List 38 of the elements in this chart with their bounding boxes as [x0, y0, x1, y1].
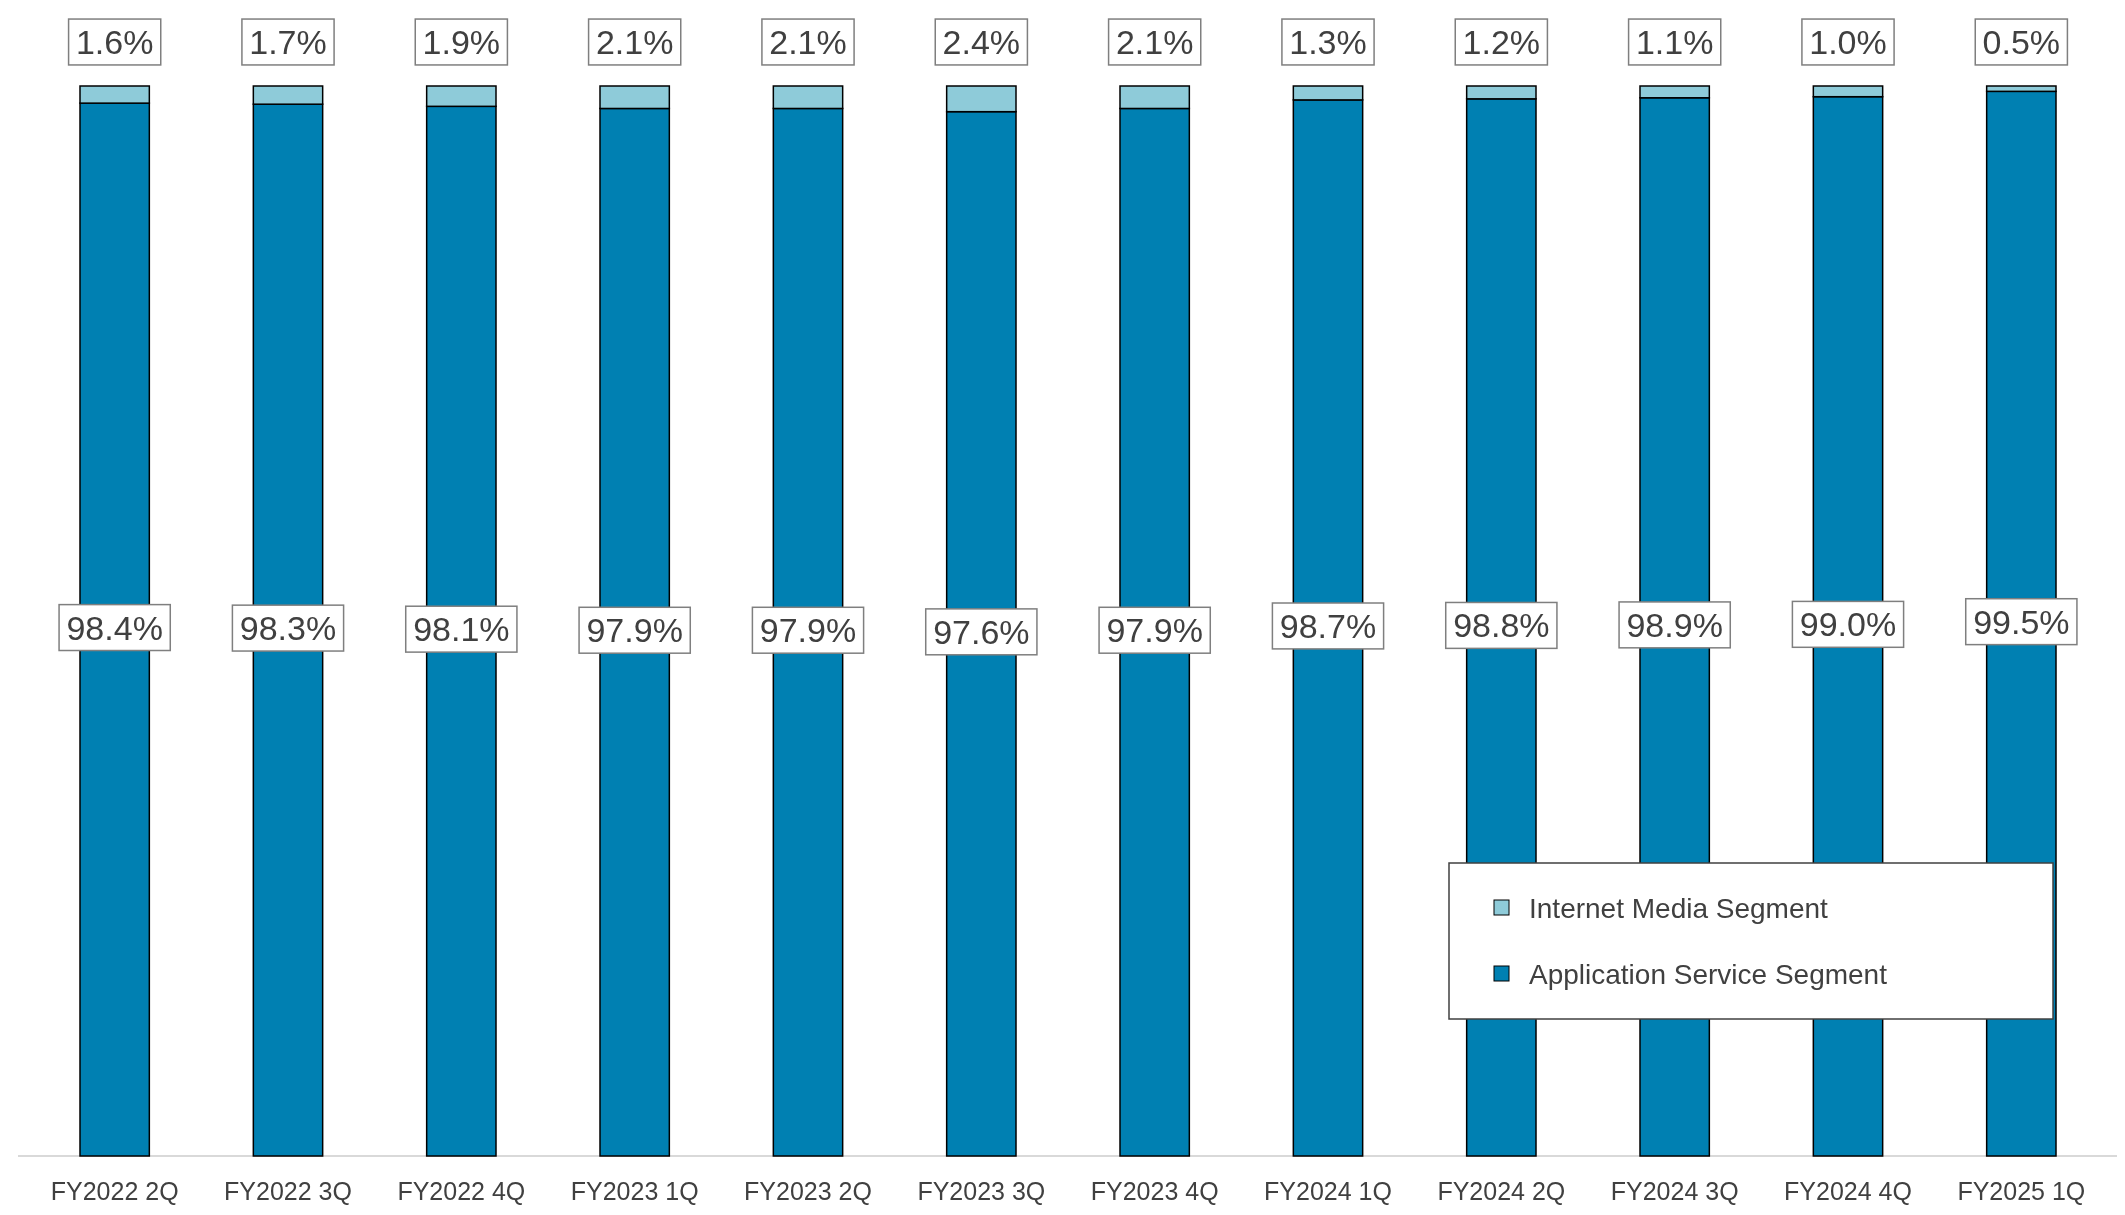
data-label: 2.1%: [595, 23, 674, 61]
data-label: 97.6%: [933, 612, 1030, 651]
x-tick-label: FY2024 2Q: [1437, 1177, 1566, 1205]
data-label: 97.9%: [759, 611, 857, 650]
x-tick-label: FY2023 1Q: [570, 1177, 699, 1205]
x-tick-label: FY2024 4Q: [1784, 1177, 1912, 1205]
x-tick-label: FY2024 1Q: [1264, 1177, 1392, 1205]
data-label: 98.7%: [1279, 606, 1377, 645]
data-label: 2.1%: [769, 23, 847, 61]
x-tick-label: FY2022 2Q: [50, 1177, 179, 1205]
data-label: 99.0%: [1799, 605, 1897, 644]
data-label: 98.4%: [66, 608, 163, 647]
data-label: 1.2%: [1462, 23, 1541, 61]
x-tick-label: FY2022 4Q: [397, 1177, 526, 1205]
data-label: 1.3%: [1289, 23, 1367, 61]
data-label: 1.7%: [249, 23, 327, 61]
x-tick-label: FY2022 3Q: [224, 1177, 352, 1205]
data-label: 1.9%: [422, 23, 501, 61]
x-tick-label: FY2023 4Q: [1090, 1177, 1219, 1205]
data-label: 98.3%: [239, 609, 337, 648]
data-label: 1.1%: [1635, 23, 1714, 61]
data-label: 97.9%: [1106, 611, 1203, 650]
data-label: 1.0%: [1809, 23, 1887, 61]
data-label: 98.8%: [1453, 606, 1550, 645]
data-label: 98.1%: [413, 610, 510, 649]
x-tick-label: FY2024 3Q: [1610, 1177, 1739, 1205]
data-label: 2.4%: [942, 23, 1021, 61]
legend-label: Application Service Segment: [1529, 958, 1888, 990]
data-label: 98.9%: [1626, 605, 1723, 644]
data-label: 2.1%: [1115, 23, 1194, 61]
x-tick-label: FY2025 1Q: [1957, 1177, 2086, 1205]
data-label: 0.5%: [1982, 23, 2061, 61]
x-tick-label: FY2023 2Q: [744, 1177, 872, 1205]
x-tick-label: FY2023 3Q: [917, 1177, 1046, 1205]
legend-label: Internet Media Segment: [1529, 892, 1829, 924]
data-label: 97.9%: [586, 611, 683, 650]
data-label: 1.6%: [75, 23, 154, 61]
data-label: 99.5%: [1973, 602, 2070, 641]
